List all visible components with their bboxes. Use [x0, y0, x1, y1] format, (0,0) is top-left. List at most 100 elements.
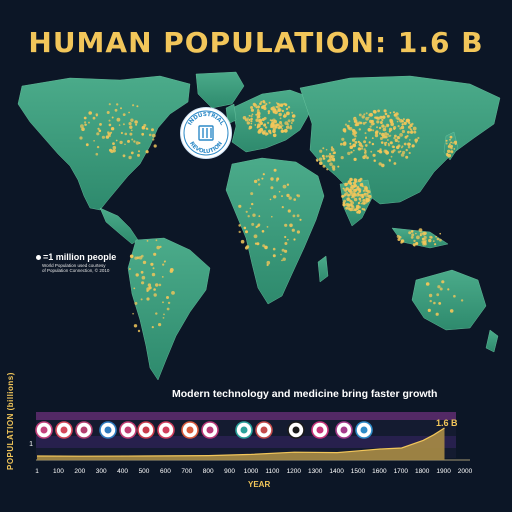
population-dot [108, 135, 111, 138]
legend-source-2: of Population Connection, © 2010 [42, 268, 110, 273]
hand-icon-glyph [162, 426, 170, 434]
population-dot [400, 146, 403, 149]
population-dot [405, 155, 409, 159]
population-dot [260, 100, 263, 104]
population-dot [251, 222, 255, 226]
population-dot [409, 123, 413, 127]
population-dot [130, 118, 134, 122]
population-dot [384, 112, 388, 116]
population-dot [79, 136, 83, 140]
population-dot [382, 115, 386, 119]
population-dot [405, 148, 408, 152]
population-dot [255, 225, 258, 229]
population-dot [450, 141, 452, 144]
population-dot [425, 282, 430, 286]
factory-icon [198, 125, 214, 141]
population-dot [276, 105, 280, 109]
population-dot [372, 153, 376, 157]
population-dot [344, 123, 348, 126]
population-dot [163, 313, 165, 316]
population-dot [397, 144, 401, 148]
population-dot [261, 230, 265, 233]
population-dot [379, 150, 383, 154]
population-dot [281, 248, 285, 252]
population-dot [285, 107, 289, 111]
population-dot [422, 242, 425, 246]
population-dot [364, 132, 367, 135]
population-dot [122, 154, 126, 158]
population-dot [107, 131, 110, 134]
population-dot [286, 193, 290, 198]
population-dot [253, 234, 258, 239]
population-dot [373, 159, 376, 162]
population-dot [267, 112, 270, 115]
population-dot [371, 137, 374, 139]
population-dot [115, 139, 118, 142]
population-dot [151, 272, 156, 277]
population-dot [112, 145, 117, 150]
population-dot [322, 164, 326, 168]
population-dot [284, 121, 289, 125]
population-dot [263, 101, 266, 104]
population-dot [287, 119, 291, 123]
population-dot [346, 124, 350, 128]
ship-icon-glyph [104, 426, 112, 434]
population-dot [245, 230, 248, 234]
population-dot [365, 116, 369, 121]
population-dot [410, 130, 414, 134]
population-dot [363, 199, 366, 201]
population-dot [155, 239, 158, 242]
population-dot [270, 177, 274, 181]
population-dot [349, 142, 352, 145]
population-dot [427, 308, 431, 312]
population-dot [381, 124, 385, 128]
population-dot [375, 116, 379, 120]
population-dot [372, 122, 375, 126]
population-dot [368, 141, 371, 144]
population-dot [403, 142, 407, 146]
population-dot [435, 312, 439, 316]
population-dot [419, 232, 423, 235]
population-dot [280, 129, 284, 133]
population-dot [366, 192, 369, 196]
population-dot [278, 190, 281, 193]
population-dot [363, 148, 366, 151]
population-dot [270, 119, 274, 122]
population-dot [365, 197, 368, 200]
population-dot [385, 149, 388, 153]
population-dot [363, 192, 367, 195]
population-dot [257, 178, 260, 181]
population-dot [389, 118, 393, 123]
population-dot [377, 109, 380, 113]
population-dot [412, 243, 416, 247]
population-dot [281, 195, 283, 198]
population-dot [282, 184, 287, 189]
population-dot [415, 232, 417, 235]
population-dot [355, 207, 359, 211]
population-dot [361, 182, 364, 185]
population-dot [272, 129, 276, 134]
population-dot [275, 106, 278, 108]
population-dot [151, 128, 154, 132]
population-dot [288, 196, 292, 200]
population-dot [349, 145, 354, 149]
population-dot [409, 128, 412, 131]
population-dot [238, 230, 241, 234]
population-dot [347, 197, 350, 200]
population-dot [279, 117, 282, 120]
population-dot [349, 182, 352, 186]
population-dot [354, 194, 357, 197]
x-ticks: 1 100 200 300 400 500 600 700 800 900 1000 1100 1200… [35, 468, 472, 475]
population-dot [329, 162, 333, 166]
population-dot [291, 228, 295, 232]
population-dot [129, 125, 133, 129]
population-dot [274, 110, 278, 115]
population-dot [140, 270, 144, 274]
population-dot [287, 106, 291, 109]
population-dot [252, 102, 256, 106]
population-dot [247, 215, 250, 218]
population-dot [347, 188, 352, 193]
population-dot [318, 157, 323, 161]
population-dot [379, 121, 383, 124]
population-dot [390, 122, 395, 127]
